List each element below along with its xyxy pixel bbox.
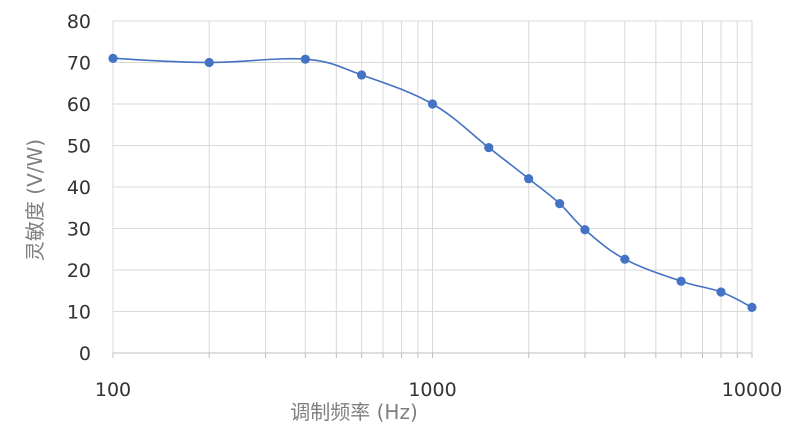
y-tick-label: 20 [67, 260, 91, 282]
data-point [716, 287, 726, 297]
y-axis-title: 灵敏度 (V/W) [23, 139, 47, 261]
x-tick-label: 1000 [408, 379, 456, 401]
data-point [747, 302, 757, 312]
axes [112, 352, 753, 358]
y-tick-label: 30 [67, 219, 91, 241]
data-point [484, 142, 494, 153]
data-point [555, 199, 565, 209]
x-tick-label: 10000 [722, 379, 782, 401]
y-tick-label: 80 [67, 11, 91, 33]
data-point [357, 70, 367, 80]
y-tick-label: 0 [79, 343, 91, 365]
y-tick-label: 60 [67, 94, 91, 116]
x-axis-title: 调制频率 (Hz) [290, 400, 418, 424]
grid-lines [112, 20, 753, 354]
x-tick-label: 100 [95, 379, 131, 401]
data-series [108, 53, 757, 312]
data-point [427, 99, 438, 109]
data-point [300, 54, 310, 64]
data-point [524, 174, 534, 184]
data-point [108, 53, 118, 63]
y-tick-label: 50 [67, 136, 91, 158]
y-tick-label: 70 [67, 53, 91, 75]
y-tick-label: 40 [67, 177, 91, 199]
data-point [676, 276, 686, 286]
tick-labels: 0 10 20 30 40 50 60 70 80 100 1000 10000 [67, 11, 782, 401]
data-point [580, 225, 590, 235]
y-tick-label: 10 [67, 302, 91, 324]
data-point [620, 254, 630, 264]
data-point [204, 57, 214, 68]
